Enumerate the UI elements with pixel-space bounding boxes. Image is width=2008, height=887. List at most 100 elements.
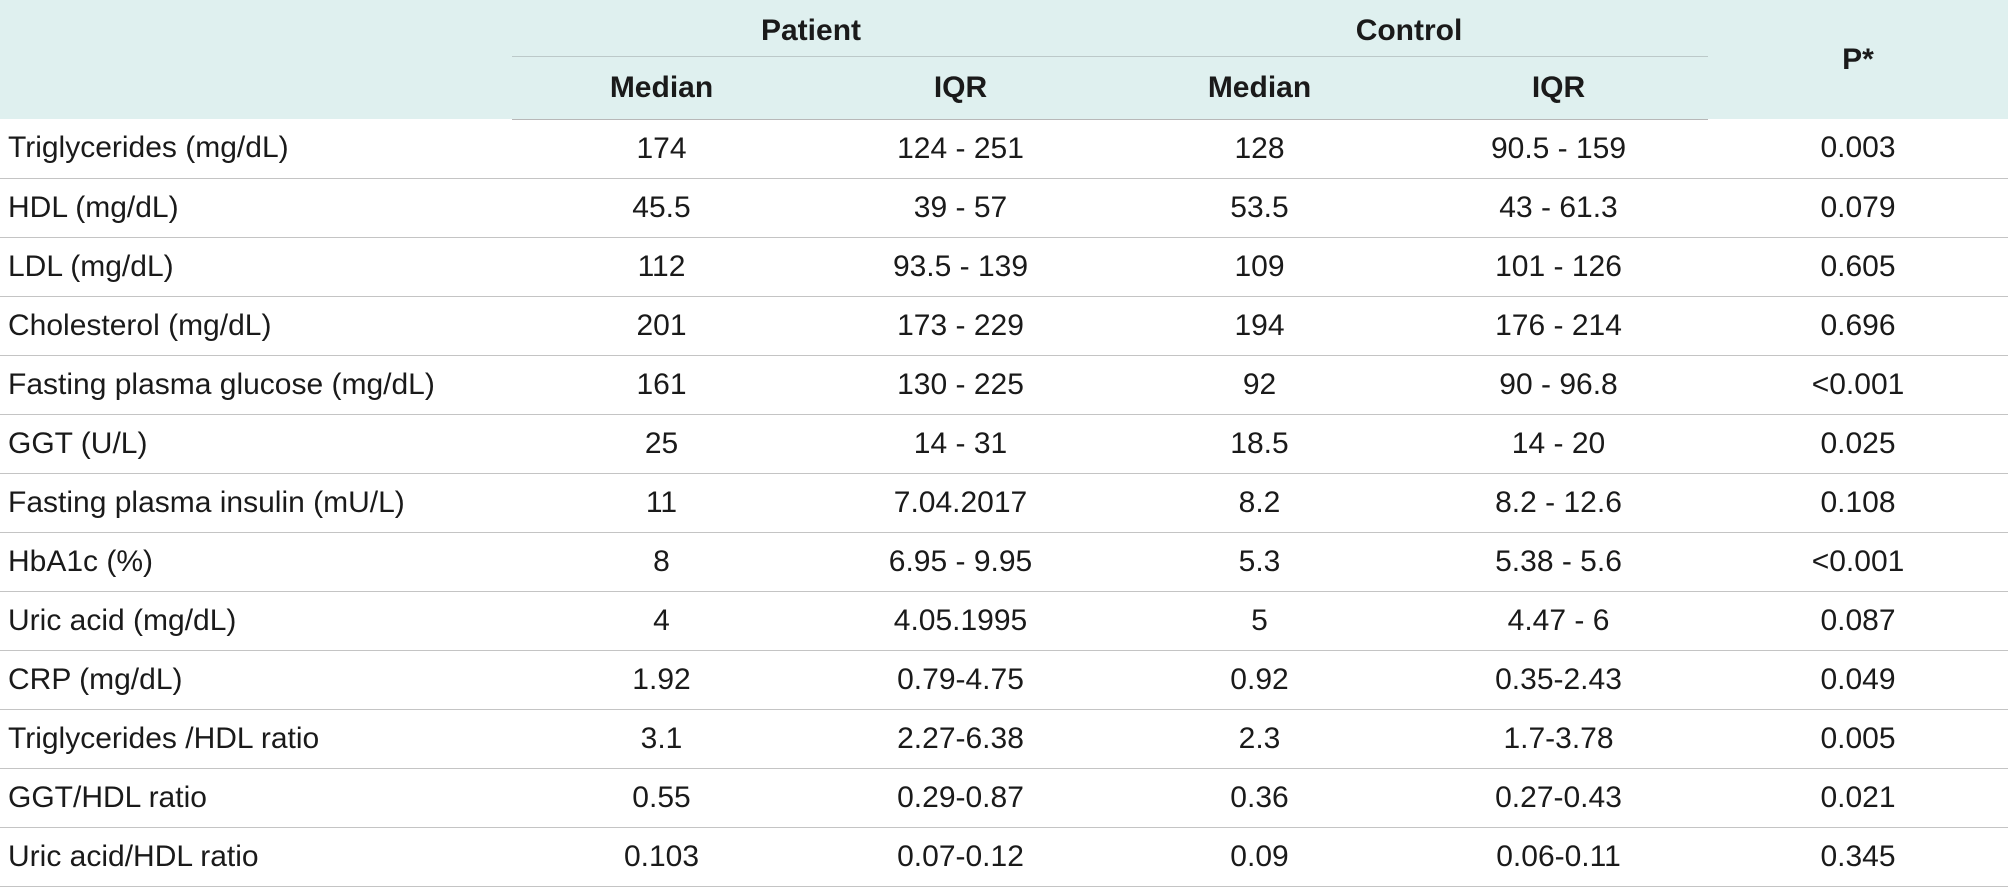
subheader-cell: IQR (811, 58, 1110, 120)
cell: 0.005 (1708, 709, 2008, 769)
table-row: HbA1c (%) 8 6.95 - 9.95 5.3 5.38 - 5.6 <0.001 (0, 532, 2008, 592)
row-label: Cholesterol (mg/dL) (0, 296, 512, 356)
cell: 25 (512, 414, 811, 474)
row-label: GGT/HDL ratio (0, 768, 512, 828)
table-row: LDL (mg/dL) 112 93.5 - 139 109 101 - 126 0.60… (0, 237, 2008, 297)
cell: 8.2 - 12.6 (1409, 473, 1709, 533)
cell: 4.05.1995 (811, 591, 1110, 651)
cell: 90.5 - 159 (1409, 119, 1709, 179)
row-label: Triglycerides (mg/dL) (0, 119, 512, 179)
cell: 0.605 (1708, 237, 2008, 297)
cell: 130 - 225 (811, 355, 1110, 415)
cell: 0.27-0.43 (1409, 768, 1709, 828)
table-row: GGT/HDL ratio 0.55 0.29-0.87 0.36 0.27-0.43 0… (0, 768, 2008, 828)
cell: 2.3 (1110, 709, 1409, 769)
cell: 0.35-2.43 (1409, 650, 1709, 710)
cell: 0.003 (1708, 119, 2008, 179)
subheader-cell: Median (1110, 58, 1409, 120)
cell: 0.55 (512, 768, 811, 828)
cell: <0.001 (1708, 532, 2008, 592)
table-row: HDL (mg/dL) 45.5 39 - 57 53.5 43 - 61.3 0.079 (0, 178, 2008, 238)
cell: 8.2 (1110, 473, 1409, 533)
cell: 161 (512, 355, 811, 415)
cell: 5 (1110, 591, 1409, 651)
subheader-cell: Median (512, 58, 811, 120)
cell: 0.696 (1708, 296, 2008, 356)
cell: 0.103 (512, 827, 811, 887)
row-label: HbA1c (%) (0, 532, 512, 592)
cell: 176 - 214 (1409, 296, 1709, 356)
row-label: Fasting plasma glucose (mg/dL) (0, 355, 512, 415)
cell: 101 - 126 (1409, 237, 1709, 297)
cell: 0.021 (1708, 768, 2008, 828)
cell: 109 (1110, 237, 1409, 297)
cell: 0.29-0.87 (811, 768, 1110, 828)
row-label: LDL (mg/dL) (0, 237, 512, 297)
cell: 0.345 (1708, 827, 2008, 887)
table-row: Triglycerides /HDL ratio 3.1 2.27-6.38 2.3 1… (0, 709, 2008, 769)
row-label: GGT (U/L) (0, 414, 512, 474)
table-header: Patient Control P* Median IQR Median IQR (0, 0, 2008, 120)
cell: 90 - 96.8 (1409, 355, 1709, 415)
cell: 0.079 (1708, 178, 2008, 238)
cell: 4 (512, 591, 811, 651)
cell: 4.47 - 6 (1409, 591, 1709, 651)
cell: 0.108 (1708, 473, 2008, 533)
cell: 201 (512, 296, 811, 356)
cell: 18.5 (1110, 414, 1409, 474)
cell: 112 (512, 237, 811, 297)
cell: 93.5 - 139 (811, 237, 1110, 297)
table-row: Uric acid/HDL ratio 0.103 0.07-0.12 0.09 0.0… (0, 827, 2008, 887)
cell: 5.3 (1110, 532, 1409, 592)
group-header: Patient (512, 0, 1110, 58)
cell: 14 - 20 (1409, 414, 1709, 474)
cell: 174 (512, 119, 811, 179)
cell: 0.06-0.11 (1409, 827, 1709, 887)
row-label: Fasting plasma insulin (mU/L) (0, 473, 512, 533)
cell: 45.5 (512, 178, 811, 238)
table-row: Fasting plasma insulin (mU/L) 11 7.04.2017… (0, 473, 2008, 533)
cell: 53.5 (1110, 178, 1409, 238)
cell: 173 - 229 (811, 296, 1110, 356)
cell: 1.92 (512, 650, 811, 710)
table-row: Uric acid (mg/dL) 4 4.05.1995 5 4.47 - 6 0.08… (0, 591, 2008, 651)
table-row: CRP (mg/dL) 1.92 0.79-4.75 0.92 0.35-2.43 0.0… (0, 650, 2008, 710)
cell: 2.27-6.38 (811, 709, 1110, 769)
header-row: Patient Control P* (0, 0, 2008, 76)
row-label: CRP (mg/dL) (0, 650, 512, 710)
empty-header-cell (0, 0, 512, 119)
table-row: Fasting plasma glucose (mg/dL) 161 130 - 2… (0, 355, 2008, 415)
table-row: Cholesterol (mg/dL) 201 173 - 229 194 176 - … (0, 296, 2008, 356)
cell: 0.07-0.12 (811, 827, 1110, 887)
cell: 124 - 251 (811, 119, 1110, 179)
table-row: GGT (U/L) 25 14 - 31 18.5 14 - 20 0.025 (0, 414, 2008, 474)
cell: 8 (512, 532, 811, 592)
subheader-cell: IQR (1409, 58, 1709, 120)
p-header: P* (1842, 42, 1874, 76)
cell: 0.09 (1110, 827, 1409, 887)
cell: 0.92 (1110, 650, 1409, 710)
cell: 1.7-3.78 (1409, 709, 1709, 769)
cell: 128 (1110, 119, 1409, 179)
cell: <0.001 (1708, 355, 2008, 415)
row-label: Uric acid/HDL ratio (0, 827, 512, 887)
cell: 3.1 (512, 709, 811, 769)
row-label: Triglycerides /HDL ratio (0, 709, 512, 769)
row-label: Uric acid (mg/dL) (0, 591, 512, 651)
cell: 0.79-4.75 (811, 650, 1110, 710)
cell: 92 (1110, 355, 1409, 415)
row-label: HDL (mg/dL) (0, 178, 512, 238)
table-row: Triglycerides (mg/dL) 174 124 - 251 128 90.5… (0, 119, 2008, 179)
cell: 194 (1110, 296, 1409, 356)
cell: 43 - 61.3 (1409, 178, 1709, 238)
cell: 0.049 (1708, 650, 2008, 710)
cell: 7.04.2017 (811, 473, 1110, 533)
group-header-text: Patient (512, 2, 1110, 57)
cell: 39 - 57 (811, 178, 1110, 238)
subheader-row: Median IQR Median IQR (0, 58, 2008, 120)
cell: 6.95 - 9.95 (811, 532, 1110, 592)
table-body: Triglycerides (mg/dL) 174 124 - 251 128 90.5… (0, 119, 2008, 887)
cell: 0.087 (1708, 591, 2008, 651)
